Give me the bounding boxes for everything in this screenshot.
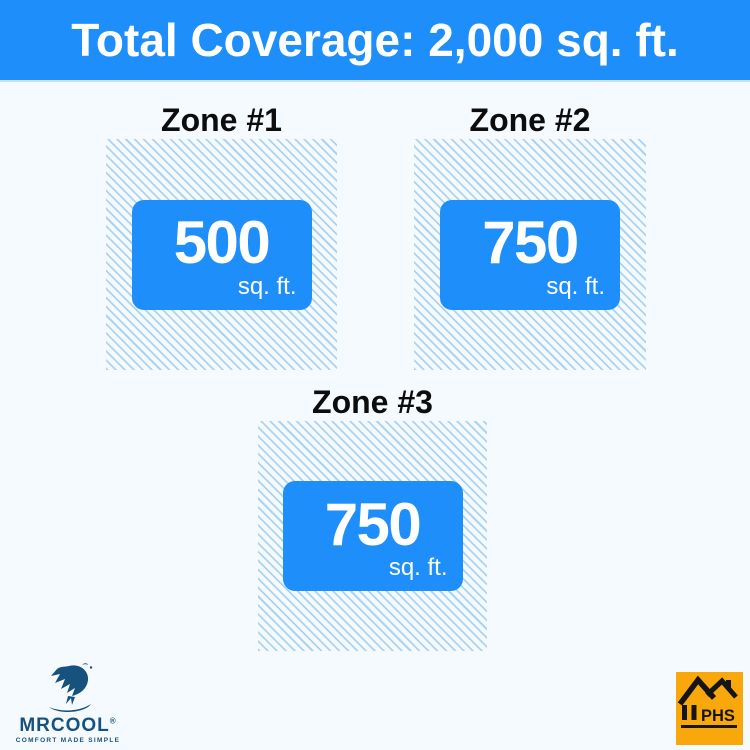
zone-2: Zone #2 750 sq. ft. [414,101,646,370]
zone-1-coverage-card: 500 sq. ft. [131,199,312,310]
registered-trademark-symbol: ® [109,716,117,726]
zone-3-coverage-value: 750 [324,490,422,558]
mrcool-logo: MRCOOL® COMFORT MADE SIMPLE [8,662,128,745]
zone-2-coverage-unit: sq. ft. [546,272,605,300]
mrcool-tagline: COMFORT MADE SIMPLE [15,737,121,744]
total-coverage-title: Total Coverage: 2,000 sq. ft. [71,14,679,66]
phs-logo: PHS [676,672,743,745]
zone-2-coverage-value: 750 [482,209,579,277]
zone-3-hatch-area: 750 sq. ft. [258,421,487,651]
zone-1-hatch-area: 500 sq. ft. [106,139,337,370]
zone-2-coverage-card: 750 sq. ft. [440,199,620,310]
zone-1: Zone #1 500 sq. ft. [106,101,337,370]
zone-2-title: Zone #2 [469,102,591,138]
phs-house-icon: PHS [676,672,743,749]
zone-3: Zone #3 750 sq. ft. [258,383,487,651]
zone-3-title: Zone #3 [312,384,433,420]
zone-3-coverage-card: 750 sq. ft. [282,481,463,591]
header-banner: Total Coverage: 2,000 sq. ft. [0,0,750,80]
zone-1-coverage-unit: sq. ft. [237,272,297,300]
mrcool-penguin-icon [8,662,128,712]
zone-3-coverage-unit: sq. ft. [388,554,448,582]
zone-1-coverage-value: 500 [173,209,271,277]
zone-1-title: Zone #1 [161,102,282,138]
mrcool-wordmark: MRCOOL® [19,715,117,736]
phs-label: PHS [701,707,735,725]
zone-2-hatch-area: 750 sq. ft. [414,139,646,370]
